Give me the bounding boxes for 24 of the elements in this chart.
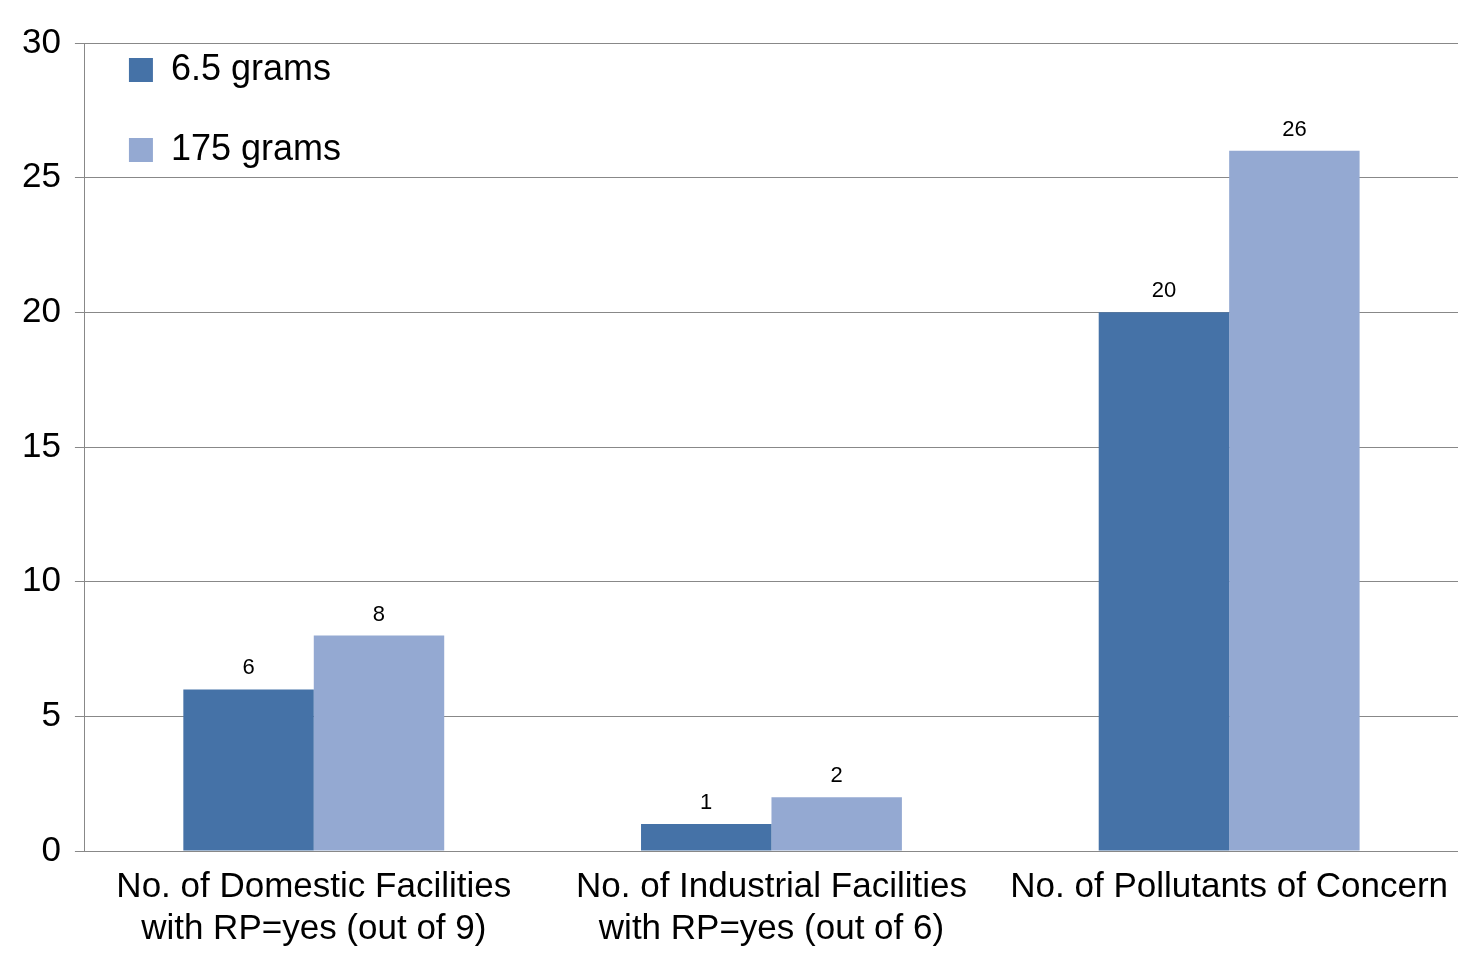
bar [771, 797, 902, 851]
y-tick-label: 0 [41, 828, 61, 868]
bar [183, 689, 314, 851]
x-tick-label: No. of Industrial Facilities with RP=yes (out of 6) [575, 864, 967, 946]
x-tick-label: No. of Pollutants of Concern [1010, 864, 1449, 904]
data-label: 2 [830, 762, 843, 788]
y-tick-label: 15 [21, 424, 61, 464]
bar [641, 824, 772, 851]
data-label: 26 [1282, 115, 1307, 141]
legend-label: 175 grams [170, 126, 342, 168]
data-label: 20 [1151, 277, 1177, 303]
y-tick-label: 25 [21, 155, 61, 195]
y-tick-label: 5 [41, 693, 61, 733]
bar [1098, 312, 1230, 851]
data-label: 6 [242, 654, 255, 680]
y-tick-label: 10 [21, 559, 61, 599]
x-tick-label: No. of Domestic Facilities with RP=yes (out of 9) [116, 864, 512, 946]
bar [313, 635, 445, 851]
legend-label: 6.5 grams [170, 46, 332, 88]
data-label: 1 [700, 789, 713, 815]
bar [1229, 150, 1360, 851]
y-tick-label: 30 [21, 20, 61, 60]
y-tick-label: 20 [21, 289, 61, 329]
data-label: 8 [372, 600, 386, 626]
